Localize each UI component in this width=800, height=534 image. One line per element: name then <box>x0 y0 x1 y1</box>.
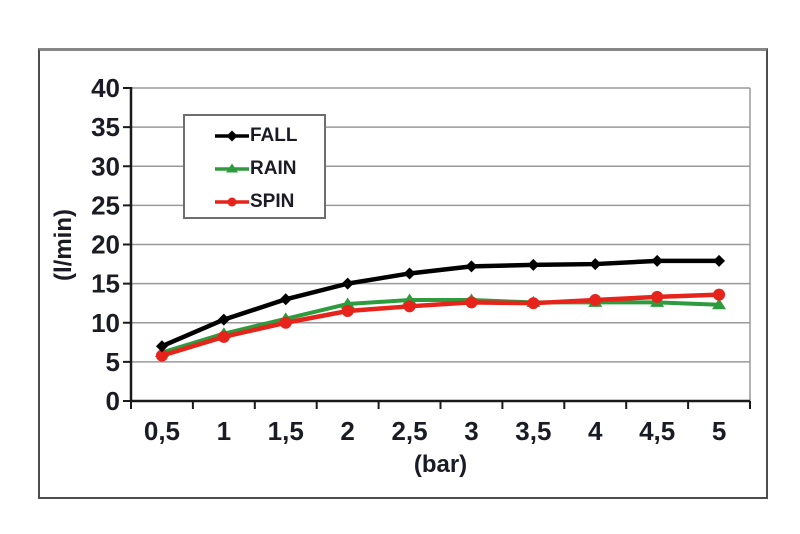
fall-marker-9 <box>713 254 726 267</box>
legend-item-spin: SPIN <box>185 185 324 218</box>
x-tick-label-1: 1 <box>217 416 231 446</box>
y-tick-label-30: 30 <box>91 151 120 181</box>
spin-marker-6 <box>527 297 540 310</box>
y-tick-label-5: 5 <box>106 347 120 377</box>
chart-inner: 0 5 10 15 20 25 30 35 40 0,5 1 1,5 2 2,5 3 3,5 4 4,5 5 (l/… <box>40 51 766 497</box>
chart-canvas: 0 5 10 15 20 25 30 35 40 0,5 1 1,5 2 2,5 3 3,5 4 4,5 5 <box>91 73 751 446</box>
rain-legend-key-icon <box>215 163 249 172</box>
fall-marker-8 <box>651 254 664 267</box>
spin-marker-4 <box>403 300 416 313</box>
legend-item-fall: FALL <box>185 119 324 152</box>
chart-frame: 0 5 10 15 20 25 30 35 40 0,5 1 1,5 2 2,5 3 3,5 4 4,5 5 (l/… <box>38 48 768 499</box>
y-tick-label-15: 15 <box>91 269 120 299</box>
spin-legend-marker <box>227 197 237 206</box>
x-axis-title: (bar) <box>413 451 468 478</box>
spin-marker-7 <box>589 294 602 307</box>
spin-marker-1 <box>217 330 230 343</box>
fall-legend-key-icon <box>215 130 249 141</box>
spin-line <box>161 292 720 358</box>
x-tick-label-7: 4 <box>588 416 603 446</box>
fall-marker-7 <box>589 258 602 271</box>
x-tick-label-0: 0,5 <box>144 416 180 446</box>
y-tick-label-25: 25 <box>91 190 120 220</box>
rain-legend-marker <box>226 163 238 172</box>
x-tick-label-2: 1,5 <box>268 416 304 446</box>
fall-marker-1 <box>217 313 230 326</box>
fall-marker-2 <box>279 293 292 306</box>
fall-marker-5 <box>465 260 478 273</box>
legend: FALL RAIN SPIN <box>183 114 326 219</box>
y-tick-label-40: 40 <box>91 73 120 103</box>
x-tick-label-3: 2 <box>340 416 354 446</box>
x-tick-label-8: 4,5 <box>639 416 675 446</box>
spin-marker-3 <box>341 305 354 318</box>
spin-marker-5 <box>465 296 478 309</box>
spin-marker-8 <box>651 290 664 303</box>
fall-line <box>161 258 720 349</box>
legend-label-fall: FALL <box>250 124 298 146</box>
x-tick-label-4: 2,5 <box>391 416 427 446</box>
y-tick-label-10: 10 <box>91 308 120 338</box>
x-tick-label-6: 3,5 <box>515 416 551 446</box>
rain-marker-9 <box>712 298 727 310</box>
spin-marker-2 <box>279 316 292 329</box>
x-tick-label-5: 3 <box>464 416 478 446</box>
fall-legend-marker <box>226 130 238 141</box>
legend-item-rain: RAIN <box>185 152 324 185</box>
legend-label-spin: SPIN <box>250 190 295 212</box>
legend-label-rain: RAIN <box>250 157 297 179</box>
spin-series <box>155 288 726 362</box>
y-tick-label-0: 0 <box>106 386 120 416</box>
x-tick-label-9: 5 <box>712 416 726 446</box>
spin-marker-9 <box>713 288 726 301</box>
fall-marker-4 <box>403 267 416 280</box>
spin-marker-0 <box>155 349 168 362</box>
spin-legend-key-icon <box>215 197 249 206</box>
y-tick-label-20: 20 <box>91 230 120 260</box>
y-tick-label-35: 35 <box>91 112 120 142</box>
fall-series <box>155 254 726 353</box>
rain-line <box>161 298 720 355</box>
rain-marker-3 <box>340 297 355 309</box>
fall-marker-6 <box>527 258 540 271</box>
fall-marker-0 <box>155 340 168 353</box>
y-axis-title: (l/min) <box>50 209 77 281</box>
fall-marker-3 <box>341 277 354 290</box>
